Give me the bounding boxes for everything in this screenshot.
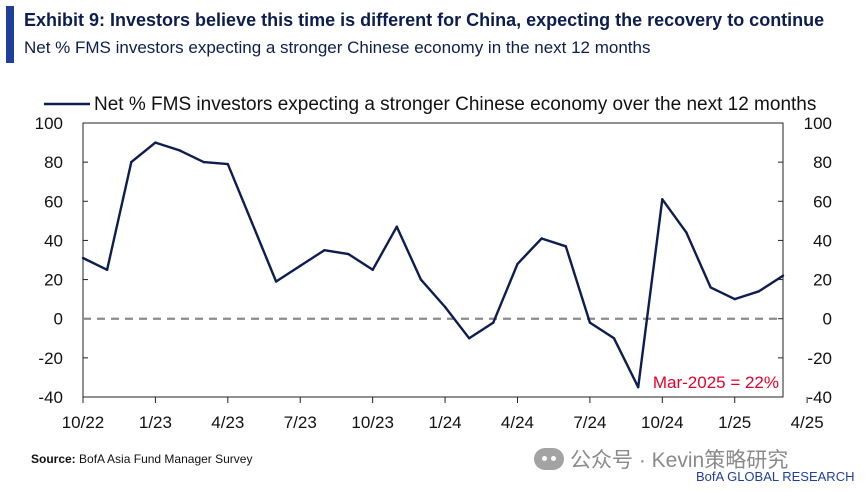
x-tick-label: 4/23 [211, 413, 244, 432]
data-point [178, 149, 181, 152]
y-tick-label-left: 40 [44, 231, 63, 250]
x-tick-label: 1/25 [718, 413, 751, 432]
data-point [323, 249, 326, 252]
x-tick-label: 1/23 [139, 413, 172, 432]
data-point [685, 231, 688, 234]
data-point [105, 268, 109, 271]
source-note: Source: BofA Asia Fund Manager Survey [31, 452, 252, 466]
y-tick-label-right: 20 [813, 271, 832, 290]
data-point [274, 280, 278, 283]
source-label: Source: [31, 452, 76, 466]
watermark-text: 公众号 · Kevin策略研究 [570, 449, 789, 472]
y-tick-label-right: 80 [813, 153, 832, 172]
data-point [564, 245, 567, 248]
data-point [468, 337, 471, 340]
data-point [757, 290, 761, 293]
series-line [82, 141, 784, 389]
x-tick-label: 10/24 [641, 413, 684, 432]
data-point [516, 262, 519, 266]
data-point [419, 278, 423, 281]
x-tick-label: 4/25 [791, 413, 824, 432]
y-tick-label-right: 0 [823, 310, 832, 329]
annotation-group: Mar-2025 = 22% [653, 373, 779, 392]
y-tick-label-left: -20 [38, 349, 63, 368]
data-point [492, 321, 495, 324]
data-point [154, 141, 157, 144]
chart-title: Exhibit 9: Investors believe this time i… [24, 10, 825, 30]
x-tick-label: 4/24 [501, 413, 534, 432]
data-point [347, 252, 350, 256]
series-group [81, 141, 785, 389]
data-point [371, 268, 374, 271]
y-tick-label-left: 80 [44, 153, 63, 172]
data-point [443, 305, 447, 309]
wechat-icon [534, 448, 564, 470]
plot-frame [82, 122, 784, 398]
y-tick-label-right: 60 [813, 192, 832, 211]
data-point [588, 321, 592, 324]
x-tick-label: 10/22 [62, 413, 105, 432]
x-tick-label: 7/24 [573, 413, 606, 432]
x-tick-label: 7/23 [284, 413, 317, 432]
y-tick-label-left: 60 [44, 192, 63, 211]
y-tick-label-right: -40 [807, 388, 832, 407]
y-tick-label-right: 40 [813, 231, 832, 250]
data-point [250, 221, 254, 225]
data-point [81, 256, 85, 260]
legend: Net % FMS investors expecting a stronger… [44, 94, 816, 115]
axes: 100 100 80 80 60 60 40 40 20 20 0 0 -20 -20 -40 -40 10/2… [35, 114, 832, 432]
data-point [612, 337, 616, 340]
y-tick-label-left: 0 [54, 310, 63, 329]
data-point [733, 297, 736, 301]
title-accent-bar [6, 6, 14, 63]
legend-label: Net % FMS investors expecting a stronger… [94, 94, 816, 115]
source-text: BofA Asia Fund Manager Survey [79, 452, 253, 466]
x-tick-label: 1/24 [429, 413, 462, 432]
x-tick-label: 10/23 [351, 413, 394, 432]
data-point [130, 160, 133, 164]
data-point [781, 274, 785, 277]
y-tick-label-left: 20 [44, 271, 63, 290]
data-point [540, 237, 543, 240]
brand-label: BofA GLOBAL RESEARCH [696, 469, 855, 484]
data-point [661, 198, 664, 201]
annotation-label: Mar-2025 = 22% [653, 373, 779, 392]
watermark: 公众号 · Kevin策略研究 [534, 444, 788, 474]
y-tick-label-right: -20 [807, 349, 832, 368]
data-point [636, 386, 640, 389]
chart-subtitle: Net % FMS investors expecting a stronger… [24, 38, 651, 57]
y-tick-label-right: 100 [804, 114, 832, 133]
data-point [202, 160, 205, 164]
data-point [395, 225, 398, 228]
y-tick-label-left: -40 [38, 388, 63, 407]
data-point [709, 286, 712, 289]
y-tick-label-left: 100 [35, 114, 63, 133]
data-point [226, 162, 230, 166]
data-point [299, 264, 302, 268]
